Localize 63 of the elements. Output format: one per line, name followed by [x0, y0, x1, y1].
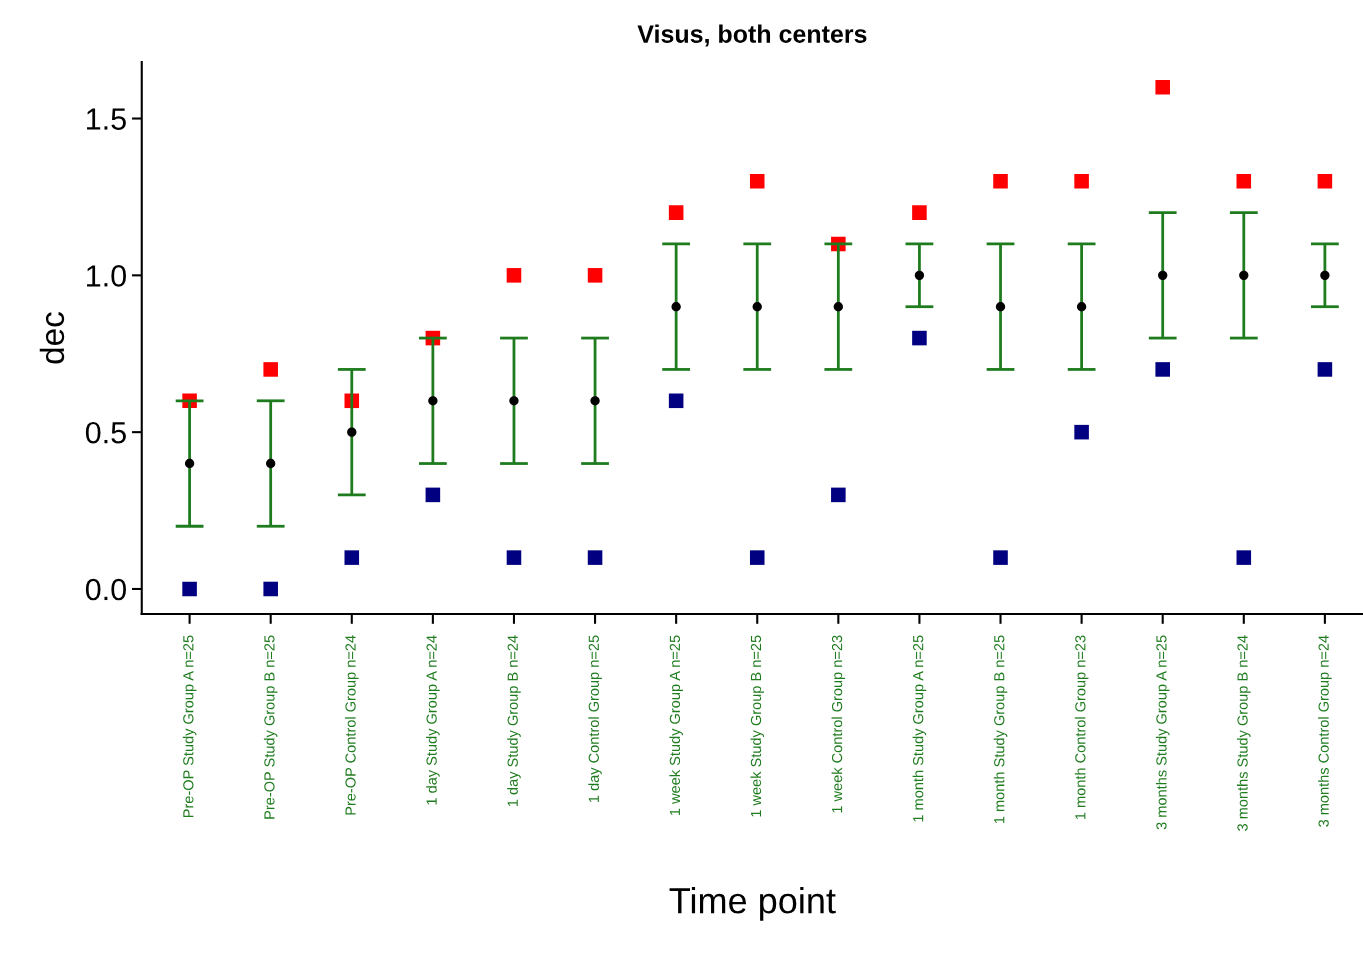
point	[831, 487, 846, 503]
x-tick-label: 3 months Study Group A n=25	[1155, 635, 1170, 830]
point	[749, 550, 765, 565]
y-tick-label: 0.5	[85, 421, 126, 444]
x-tick-label: 3 months Study Group B n=24	[1237, 635, 1251, 831]
chart-title: Visus, both centers	[637, 24, 867, 47]
x-tick-label: 1 day Study Group B n=24	[507, 635, 521, 807]
point	[1320, 270, 1330, 280]
x-tick-label: 1 month Study Group B n=25	[993, 635, 1008, 824]
point	[590, 396, 600, 406]
point	[587, 268, 603, 283]
point	[668, 393, 684, 409]
point	[263, 362, 278, 377]
point	[266, 458, 276, 469]
point	[993, 173, 1008, 189]
point	[347, 427, 357, 437]
x-axis-title: Time point	[669, 887, 836, 921]
x-tick-label: Pre-OP Control Group n=24	[344, 635, 359, 815]
point	[993, 550, 1008, 565]
x-tick-label: 1 week Study Group A n=25	[669, 635, 683, 815]
point	[995, 302, 1006, 312]
point	[1236, 173, 1252, 189]
point	[506, 550, 522, 565]
point	[1317, 362, 1333, 377]
x-tick-label: Pre-OP Study Group A n=25	[182, 635, 197, 818]
point	[752, 302, 762, 312]
point	[833, 302, 843, 312]
x-tick-label: 1 month Control Group n=23	[1074, 635, 1089, 820]
point	[671, 302, 681, 312]
x-tick-label: 3 months Control Group n=24	[1318, 635, 1332, 827]
point	[1236, 550, 1252, 565]
x-tick-label: 1 week Study Group B n=25	[750, 635, 765, 817]
point	[914, 270, 925, 280]
point	[749, 173, 765, 189]
y-tick-label: 1.5	[87, 108, 126, 130]
point	[587, 550, 603, 565]
point	[1158, 270, 1168, 280]
point	[1155, 362, 1170, 377]
point	[182, 581, 197, 597]
point	[506, 268, 522, 283]
point	[912, 205, 927, 220]
point	[428, 396, 438, 406]
x-tick-label: 1 week Control Group n=23	[831, 635, 846, 813]
x-tick-label: 1 day Study Group A n=24	[426, 635, 440, 805]
point	[1074, 173, 1089, 189]
point	[1076, 302, 1087, 312]
point	[1239, 270, 1249, 280]
x-tick-label: 1 day Control Group n=25	[588, 635, 602, 802]
point	[912, 330, 927, 346]
y-axis-title: dec	[39, 312, 65, 364]
point	[1317, 173, 1333, 189]
point	[1155, 79, 1170, 95]
y-tick-label: 1.0	[87, 265, 126, 287]
point	[184, 458, 195, 469]
point	[509, 396, 519, 406]
x-tick-label: 1 month Study Group A n=25	[912, 635, 927, 822]
point	[1074, 424, 1089, 440]
x-tick-label: Pre-OP Study Group B n=25	[263, 635, 278, 819]
point	[425, 487, 441, 503]
point	[344, 550, 360, 565]
point	[668, 205, 684, 220]
y-tick-label: 0.0	[85, 578, 126, 601]
point	[263, 581, 278, 597]
